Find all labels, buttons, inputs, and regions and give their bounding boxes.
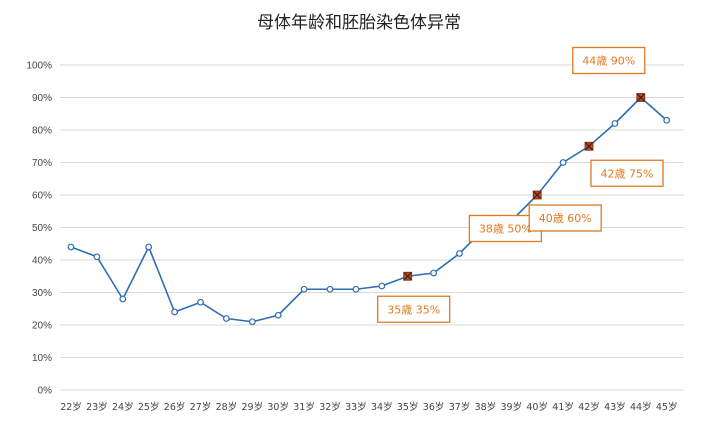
annotation-label: 35歳 35%: [387, 303, 440, 316]
data-point: [248, 318, 256, 326]
data-point: [430, 269, 438, 277]
annotation-label: 42歳 75%: [601, 167, 654, 180]
y-axis-ticks: 0% 10% 20% 30% 40% 50% 60% 70% 80% 90% 100%: [26, 61, 52, 397]
y-tick-label: 70%: [32, 158, 52, 169]
grid-lines: [60, 64, 684, 391]
data-point: [352, 285, 360, 293]
data-point: [611, 120, 619, 127]
data-point: [222, 315, 230, 322]
data-point: [197, 298, 204, 306]
data-point: [663, 116, 671, 124]
annotation-box: [528, 204, 602, 232]
data-point: [559, 159, 567, 166]
y-tick-label: 10%: [32, 353, 52, 364]
x-axis-ticks: 22岁 23岁 24岁 25岁 26岁 27岁 28岁 29岁 30岁 31岁 32岁 33岁 34岁 3…: [60, 401, 677, 413]
y-tick-label: 0%: [38, 386, 53, 397]
highlight-marker-cross: [403, 272, 412, 281]
x-tick-label: 42岁: [578, 401, 600, 413]
y-tick-label: 40%: [32, 256, 52, 267]
data-point: [326, 285, 334, 293]
y-tick-label: 90%: [32, 93, 52, 104]
data-point: [300, 285, 308, 293]
series-line: [70, 96, 668, 323]
annotation-box: [377, 295, 451, 323]
x-tick-label: 26岁: [164, 401, 186, 413]
data-point: [274, 311, 282, 319]
annotations: 35歳 35% 38歳 50% 40歳 60% 42歳 75% 44歳 90%: [377, 46, 664, 323]
x-tick-label: 31岁: [293, 401, 315, 413]
x-tick-label: 32岁: [319, 401, 341, 413]
highlight-marker-cross: [585, 142, 593, 151]
x-tick-label: 24岁: [112, 401, 134, 413]
data-point: [145, 243, 153, 251]
x-tick-label: 39岁: [501, 401, 523, 413]
highlight-marker-cross: [533, 191, 542, 199]
data-point: [93, 253, 101, 261]
data-point: [119, 295, 127, 303]
highlight-marker-cross: [636, 93, 645, 102]
x-tick-label: 34岁: [371, 401, 393, 413]
annotation-label: 40歳 60%: [539, 212, 592, 225]
x-tick-label: 27岁: [190, 401, 212, 413]
x-tick-label: 33岁: [345, 401, 367, 413]
x-tick-label: 36岁: [423, 401, 445, 413]
x-tick-label: 37岁: [449, 401, 471, 413]
x-tick-label: 43岁: [604, 401, 626, 413]
data-point: [378, 282, 386, 290]
data-point: [456, 250, 463, 257]
x-tick-label: 40岁: [526, 401, 548, 413]
y-tick-label: 100%: [26, 61, 52, 72]
y-tick-label: 50%: [32, 223, 52, 234]
x-tick-label: 44岁: [630, 401, 652, 413]
series-line-path: [70, 96, 668, 323]
annotation-label: 38歳 50%: [479, 223, 532, 236]
y-tick-label: 60%: [32, 191, 52, 202]
x-tick-label: 28岁: [216, 401, 238, 413]
y-tick-label: 20%: [32, 321, 52, 332]
series-markers: [67, 93, 671, 326]
annotation-box: [572, 46, 646, 75]
y-tick-label: 30%: [32, 288, 52, 299]
x-tick-label: 29岁: [242, 401, 264, 413]
data-point: [171, 308, 179, 316]
x-tick-label: 25岁: [138, 401, 160, 413]
x-tick-label: 22岁: [60, 401, 82, 413]
data-point: [67, 243, 75, 251]
annotation-box: [590, 159, 664, 187]
x-tick-label: 30岁: [267, 401, 289, 413]
x-tick-label: 45岁: [656, 401, 678, 413]
x-tick-label: 38岁: [475, 401, 497, 413]
chart-title: 母体年龄和胚胎染色体异常: [257, 13, 461, 33]
x-tick-label: 41岁: [552, 401, 574, 413]
x-tick-label: 23岁: [86, 401, 108, 413]
x-tick-label: 35岁: [397, 401, 419, 413]
y-tick-label: 80%: [32, 126, 52, 137]
annotation-label: 44歳 90%: [582, 55, 635, 68]
